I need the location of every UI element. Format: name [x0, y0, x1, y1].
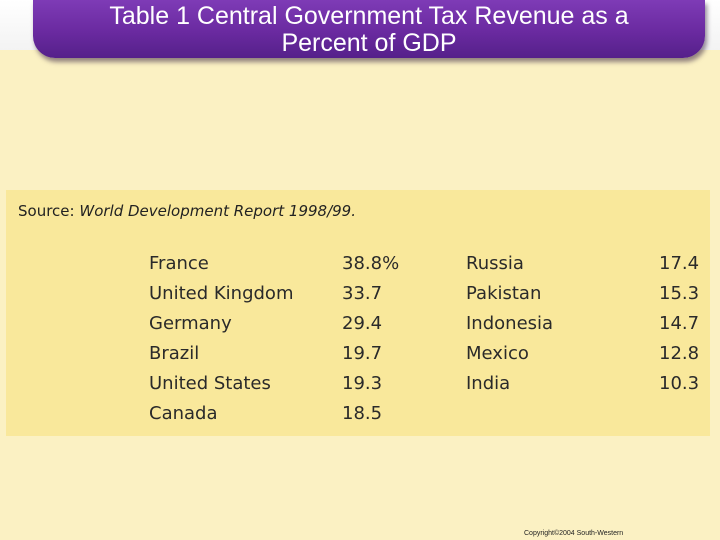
table-row-country: Russia — [466, 253, 524, 274]
table-row-country: United Kingdom — [149, 283, 294, 304]
right-value-column: 17.4 15.3 14.7 12.8 10.3 — [659, 254, 699, 404]
table-row-country: Indonesia — [466, 313, 554, 334]
table-row-country: United States — [149, 373, 271, 394]
table-row-country: Canada — [149, 403, 218, 424]
source-label: Source: — [18, 202, 75, 220]
table-row-value: 17.4 — [659, 253, 700, 274]
table-row-country: India — [466, 373, 511, 394]
slide-title-line-1: Table 1 Central Government Tax Revenue a… — [109, 2, 629, 30]
table-row-country: France — [149, 253, 209, 274]
table-row-value: 38.8% — [342, 253, 400, 274]
source-text: World Development Report 1998/99. — [79, 202, 356, 220]
table-row-country: Brazil — [149, 343, 200, 364]
table-row-value: 15.3 — [659, 283, 700, 304]
table-row-value: 33.7 — [342, 283, 383, 304]
table-row-value: 19.7 — [342, 343, 383, 364]
right-country-column: Russia Pakistan Indonesia Mexico India — [466, 254, 553, 404]
table-source: Source: World Development Report 1998/99… — [18, 202, 356, 220]
slide-title-line-2: Percent of GDP — [281, 29, 457, 57]
tax-revenue-table: Source: World Development Report 1998/99… — [6, 190, 710, 436]
slide-title: Table 1 Central Government Tax Revenue a… — [33, 3, 705, 57]
left-value-column: 38.8% 33.7 29.4 19.7 19.3 18.5 — [342, 254, 399, 434]
left-country-column: France United Kingdom Germany Brazil Uni… — [149, 254, 293, 434]
table-row-value: 29.4 — [342, 313, 383, 334]
table-row-country: Mexico — [466, 343, 529, 364]
table-row-value: 19.3 — [342, 373, 383, 394]
table-row-value: 12.8 — [659, 343, 700, 364]
title-banner — [33, 0, 705, 58]
copyright-notice: Copyright©2004 South-Western — [524, 530, 624, 537]
table-row-country: Pakistan — [466, 283, 542, 304]
table-row-value: 10.3 — [659, 373, 700, 394]
table-row-value: 18.5 — [342, 403, 383, 424]
table-row-value: 14.7 — [659, 313, 700, 334]
table-row-country: Germany — [149, 313, 232, 334]
